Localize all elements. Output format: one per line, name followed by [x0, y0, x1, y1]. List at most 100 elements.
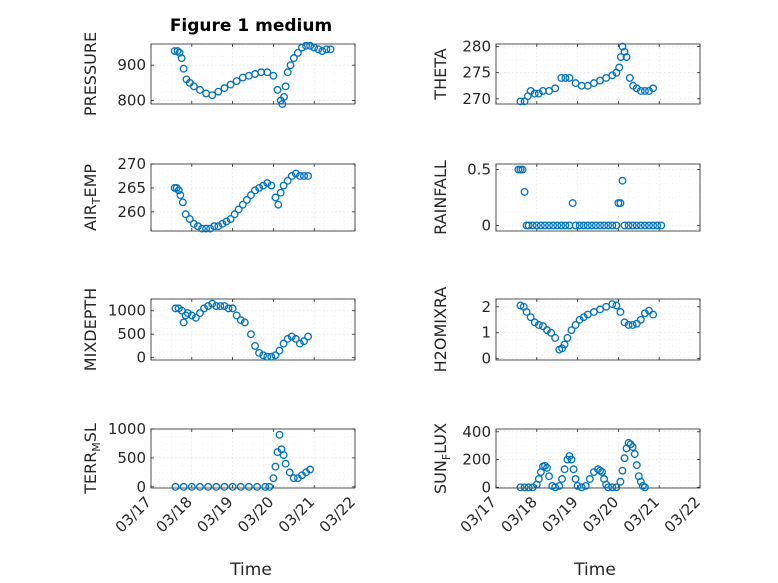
y-tick-label: 270	[117, 155, 146, 173]
data-point	[612, 221, 621, 230]
data-point	[640, 221, 649, 230]
data-point	[636, 315, 645, 324]
data-point	[551, 333, 560, 342]
data-point	[238, 200, 247, 209]
data-point	[171, 304, 180, 313]
y-tick-label: 0	[136, 349, 146, 367]
y-axis-label: MIXDEPTH	[81, 288, 100, 371]
y-tick-label: 260	[117, 203, 146, 221]
data-point	[310, 43, 319, 52]
data-point	[322, 45, 331, 54]
data-point	[534, 321, 543, 329]
data-point	[618, 176, 627, 185]
data-point	[616, 477, 625, 486]
data-point	[571, 321, 580, 329]
data-point	[279, 339, 288, 348]
axes-box	[495, 43, 701, 105]
data-point	[596, 466, 604, 475]
data-point	[551, 483, 560, 492]
data-point	[581, 481, 590, 490]
data-point	[187, 311, 196, 320]
data-point	[275, 430, 284, 439]
data-point	[176, 191, 185, 200]
data-point	[279, 181, 288, 190]
data-point	[560, 465, 569, 474]
data-point	[608, 483, 617, 492]
data-point	[551, 84, 560, 93]
axes-box	[150, 298, 356, 361]
panel-pressure: 800 900 PRESSURE	[81, 32, 356, 116]
x-tick-label: 03/19	[193, 493, 236, 536]
data-point	[608, 221, 617, 230]
data-point	[520, 187, 529, 196]
data-point	[286, 61, 295, 70]
data-point	[632, 221, 641, 230]
data-point	[228, 482, 237, 491]
y-tick-label: 900	[117, 56, 146, 74]
data-point	[547, 328, 556, 337]
data-point	[202, 224, 211, 233]
data-point	[289, 54, 298, 63]
data-point	[269, 474, 278, 483]
data-point	[253, 482, 262, 491]
data-point	[300, 172, 308, 180]
data-point	[640, 87, 649, 95]
data-point	[555, 481, 564, 490]
data-point	[259, 351, 268, 360]
data-point	[281, 459, 290, 468]
y-axis-label: PRESSURE	[81, 32, 100, 116]
data-point	[255, 183, 264, 192]
data-point	[247, 191, 255, 200]
axes-box	[495, 298, 701, 361]
data-point	[279, 451, 288, 459]
data-point	[273, 85, 282, 94]
data-point	[306, 465, 315, 474]
y-tick-label: 265	[117, 179, 146, 197]
data-point	[560, 340, 569, 349]
panel-mixdepth: 0 500 1000 MIXDEPTH	[81, 288, 356, 371]
data-point	[181, 210, 190, 219]
y-tick-label: 500	[117, 325, 146, 343]
data-point	[573, 481, 582, 490]
data-point	[579, 221, 588, 230]
data-point	[620, 47, 629, 56]
data-point	[208, 91, 217, 100]
data-point	[585, 475, 594, 483]
data-point	[571, 221, 580, 230]
y-axis-label: H2OMIXRA	[431, 287, 450, 373]
data-point	[616, 308, 625, 316]
panel-airtemp: 260 265 270 AIRTEMP	[81, 155, 356, 233]
data-point	[649, 310, 658, 319]
data-point	[541, 461, 549, 470]
data-point	[534, 475, 543, 483]
data-point	[291, 169, 300, 178]
data-point	[518, 165, 527, 174]
data-point	[267, 181, 276, 190]
data-point	[191, 313, 200, 322]
data-point	[295, 172, 304, 180]
data-point	[608, 300, 617, 309]
data-point	[538, 322, 547, 331]
data-point	[298, 43, 306, 52]
data-point	[522, 308, 531, 316]
data-point	[185, 215, 194, 223]
data-point	[287, 332, 296, 341]
data-point	[314, 45, 323, 54]
y-tick-label: 0	[136, 478, 146, 496]
data-point	[216, 302, 225, 310]
data-point	[244, 482, 253, 491]
data-point	[275, 346, 284, 355]
y-tick-label: 1000	[108, 302, 146, 320]
panel-rainfall: 0 0.5 RAINFALL	[431, 160, 701, 235]
data-point	[622, 53, 631, 61]
data-point	[179, 482, 188, 491]
data-point	[620, 221, 629, 230]
y-axis-label: THETA	[431, 48, 450, 100]
data-point	[224, 304, 233, 313]
data-point	[657, 221, 666, 230]
y-axis-label: SUNFLUX	[431, 423, 453, 494]
y-tick-label: 280	[462, 38, 491, 56]
data-point	[263, 68, 272, 77]
x-tick-label: 03/20	[579, 493, 622, 536]
y-tick-label: 2	[481, 298, 491, 316]
